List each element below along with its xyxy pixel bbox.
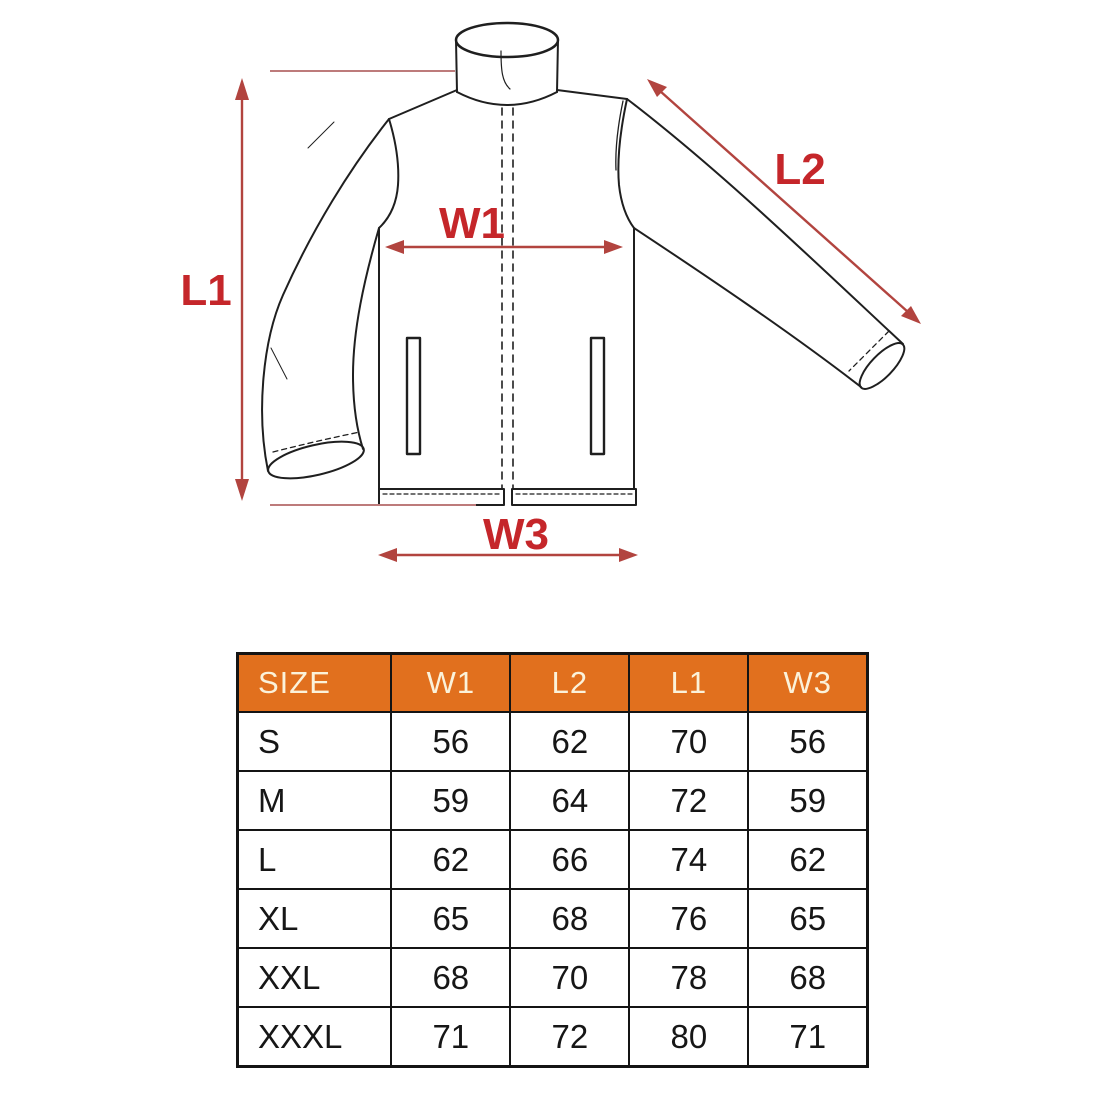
value-cell: 70 xyxy=(628,711,750,772)
size-cell: L xyxy=(236,829,393,890)
size-cell: XL xyxy=(236,888,393,949)
size-cell: XXL xyxy=(236,947,393,1008)
value-cell: 68 xyxy=(509,888,631,949)
jacket-hem-band xyxy=(378,488,637,506)
value-cell: 71 xyxy=(390,1006,512,1068)
w3-dimension: W3 xyxy=(378,510,638,562)
size-cell: M xyxy=(236,770,393,831)
size-table-body: S 56 62 70 56 M 59 64 72 59 L 62 66 74 62 XL 65 68 76 65 XXL… xyxy=(236,711,869,1068)
column-header-l1: L1 xyxy=(628,652,750,713)
value-cell: 74 xyxy=(628,829,750,890)
w1-dimension: W1 xyxy=(385,199,623,254)
value-cell: 59 xyxy=(390,770,512,831)
value-cell: 56 xyxy=(390,711,512,772)
table-row: M 59 64 72 59 xyxy=(236,770,869,831)
value-cell: 62 xyxy=(390,829,512,890)
value-cell: 56 xyxy=(747,711,869,772)
w1-label: W1 xyxy=(439,199,505,248)
column-header-w1: W1 xyxy=(390,652,512,713)
jacket-zipper-line xyxy=(501,107,514,489)
jacket-drawing xyxy=(261,21,906,506)
value-cell: 68 xyxy=(390,947,512,1008)
value-cell: 68 xyxy=(747,947,869,1008)
size-cell: XXXL xyxy=(236,1006,393,1068)
size-table: SIZE W1 L2 L1 W3 S 56 62 70 56 M 59 64 72 59 L 62 66 74 62… xyxy=(236,652,869,1068)
table-row: S 56 62 70 56 xyxy=(236,711,869,772)
l2-dimension: L2 xyxy=(647,79,921,324)
table-row: XXL 68 70 78 68 xyxy=(236,947,869,1008)
l2-label: L2 xyxy=(774,145,825,194)
jacket-collar xyxy=(454,21,560,106)
value-cell: 72 xyxy=(509,1006,631,1068)
value-cell: 66 xyxy=(509,829,631,890)
value-cell: 80 xyxy=(628,1006,750,1068)
header-row: SIZE W1 L2 L1 W3 xyxy=(236,652,869,713)
value-cell: 70 xyxy=(509,947,631,1008)
column-header-size: SIZE xyxy=(236,652,393,713)
value-cell: 65 xyxy=(747,888,869,949)
table-row: XXXL 71 72 80 71 xyxy=(236,1006,869,1068)
column-header-w3: W3 xyxy=(747,652,869,713)
w3-label: W3 xyxy=(483,510,549,559)
jacket-left-sleeve xyxy=(261,118,390,480)
dimension-annotations: L1 W1 L2 W3 xyxy=(180,70,921,562)
jacket-pocket-right xyxy=(589,336,606,456)
jacket-measurement-diagram: L1 W1 L2 W3 xyxy=(180,21,921,562)
value-cell: 76 xyxy=(628,888,750,949)
jacket-right-sleeve xyxy=(615,98,906,390)
jacket-pocket-left xyxy=(405,336,422,456)
value-cell: 64 xyxy=(509,770,631,831)
value-cell: 72 xyxy=(628,770,750,831)
size-table-header: SIZE W1 L2 L1 W3 xyxy=(236,652,869,713)
value-cell: 71 xyxy=(747,1006,869,1068)
jacket-body xyxy=(378,89,635,490)
column-header-l2: L2 xyxy=(509,652,631,713)
l1-dimension: L1 xyxy=(180,78,249,501)
value-cell: 78 xyxy=(628,947,750,1008)
value-cell: 62 xyxy=(509,711,631,772)
table-row: XL 65 68 76 65 xyxy=(236,888,869,949)
table-row: L 62 66 74 62 xyxy=(236,829,869,890)
value-cell: 65 xyxy=(390,888,512,949)
l1-label: L1 xyxy=(180,266,231,315)
value-cell: 62 xyxy=(747,829,869,890)
size-cell: S xyxy=(236,711,393,772)
value-cell: 59 xyxy=(747,770,869,831)
